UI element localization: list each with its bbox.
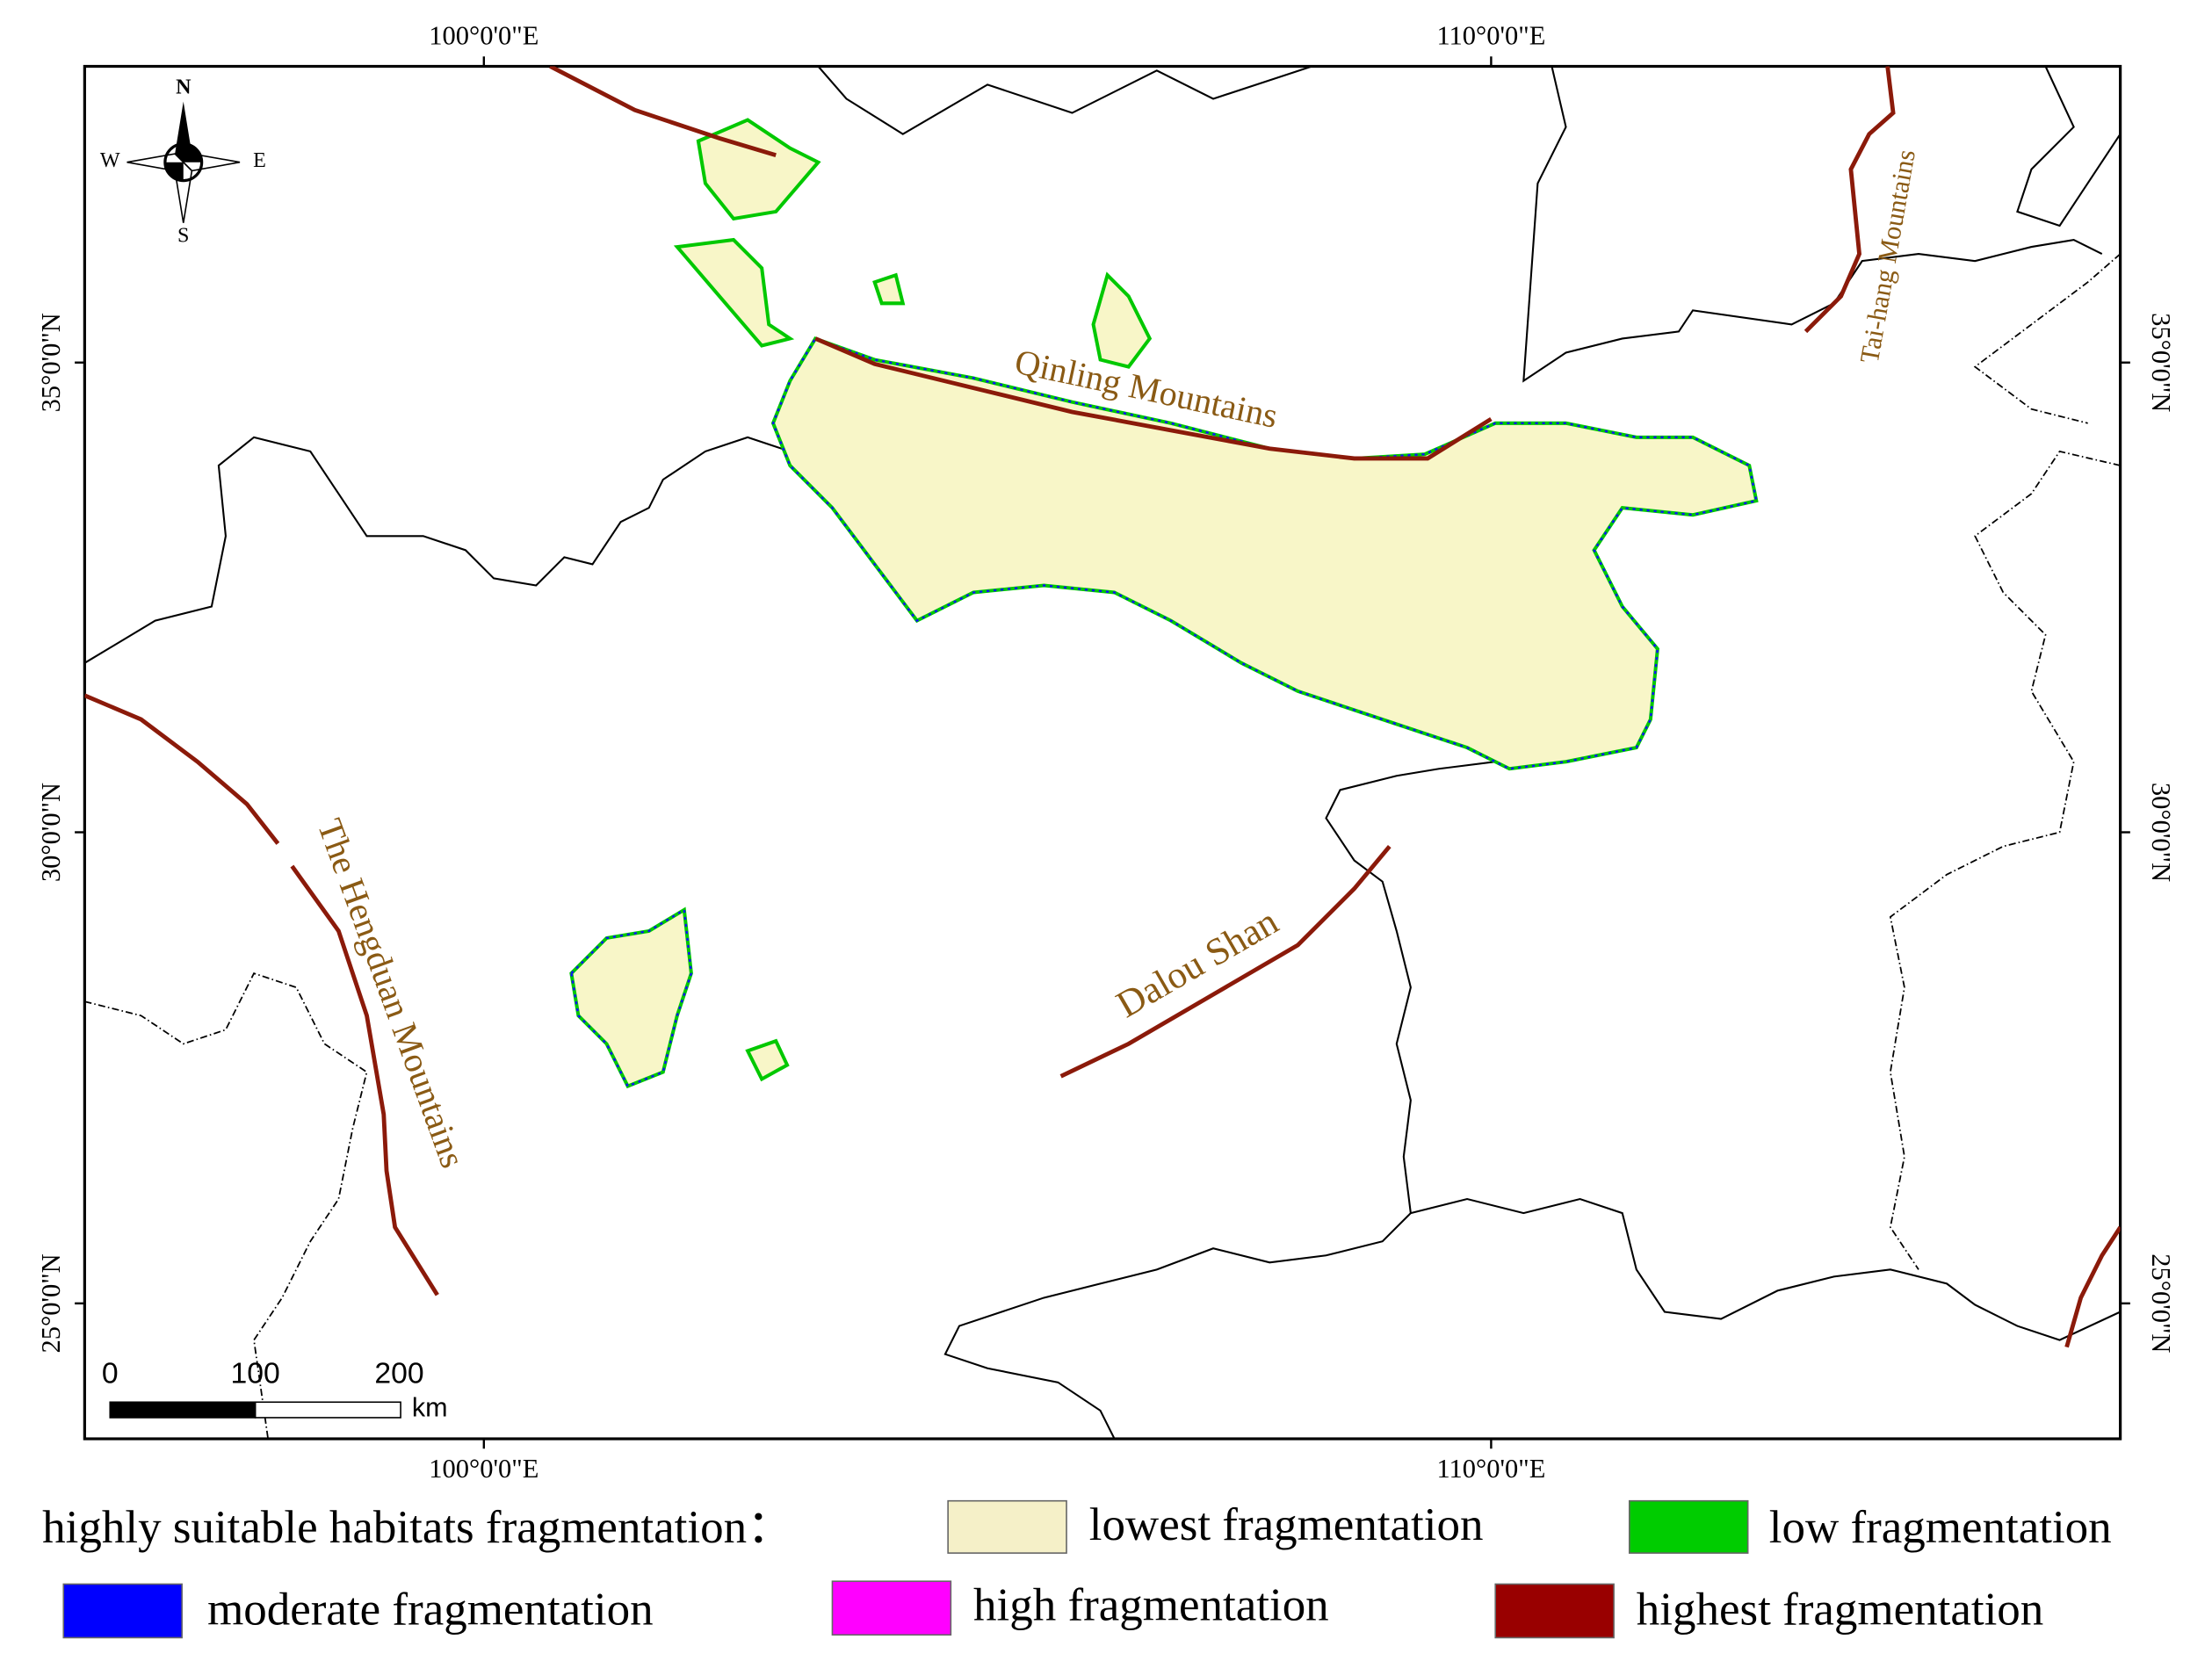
legend-swatch [831, 1580, 952, 1636]
legend-label: lowest fragmentation [1089, 1499, 1484, 1550]
map-frame [83, 64, 2122, 1441]
legend-label: highest fragmentation [1637, 1584, 2043, 1635]
compass-label: S [177, 224, 189, 247]
latitude-label: 35°0'0"N [2146, 313, 2176, 412]
latitude-label: 30°0'0"N [36, 783, 66, 882]
longitude-label: 110°0'0"E [1436, 20, 1545, 50]
habitat-patch [745, 1038, 790, 1082]
habitat-patch [1091, 271, 1153, 369]
boundary [84, 972, 368, 1440]
compass-label: E [253, 149, 266, 172]
compass-label: N [176, 76, 192, 99]
scale-label: 200 [374, 1357, 423, 1390]
legend-title: highly suitable habitats fragmentation： [42, 1502, 793, 1553]
legend-swatch [1628, 1499, 1749, 1554]
latitude-label: 25°0'0"N [2146, 1253, 2176, 1353]
habitat-patch [673, 237, 795, 348]
scale-label: 100 [231, 1357, 280, 1390]
scale-bar: 0 100 200 km [102, 1357, 448, 1423]
longitude-label: 100°0'0"E [429, 20, 539, 50]
compass-label: W [100, 149, 120, 172]
habitat-patch [570, 907, 693, 1088]
boundary [1889, 253, 2121, 1270]
scale-unit: km [412, 1392, 448, 1422]
mountain-ridge [814, 336, 1493, 461]
legend-label: high fragmentation [973, 1579, 1329, 1630]
habitat-patch [696, 118, 821, 221]
boundary [1410, 1197, 2121, 1341]
habitat-patch [872, 272, 906, 306]
mountain-ridge [549, 66, 777, 157]
mountain-ridge [2064, 1225, 2121, 1348]
legend-swatch [947, 1499, 1067, 1554]
boundary [817, 66, 2121, 383]
scale-label: 0 [102, 1357, 119, 1390]
legend: highly suitable habitats fragmentation： … [42, 1499, 2112, 1639]
latitude-label: 35°0'0"N [36, 313, 66, 412]
graticule-ticks [75, 56, 2130, 1449]
north-arrow: N S W E [100, 76, 266, 248]
mountain-ridge [84, 693, 439, 1296]
legend-label: moderate fragmentation [207, 1584, 654, 1635]
legend-label: low fragmentation [1769, 1502, 2112, 1553]
mountain-ridge [1804, 66, 1896, 334]
latitude-label: 25°0'0"N [36, 1253, 66, 1353]
latitude-label: 30°0'0"N [2146, 783, 2176, 882]
mountain-ridge [1059, 845, 1392, 1079]
longitude-label: 110°0'0"E [1436, 1454, 1545, 1484]
longitude-label: 100°0'0"E [429, 1454, 539, 1484]
legend-swatch [62, 1583, 183, 1639]
legend-swatch [1494, 1583, 1615, 1639]
